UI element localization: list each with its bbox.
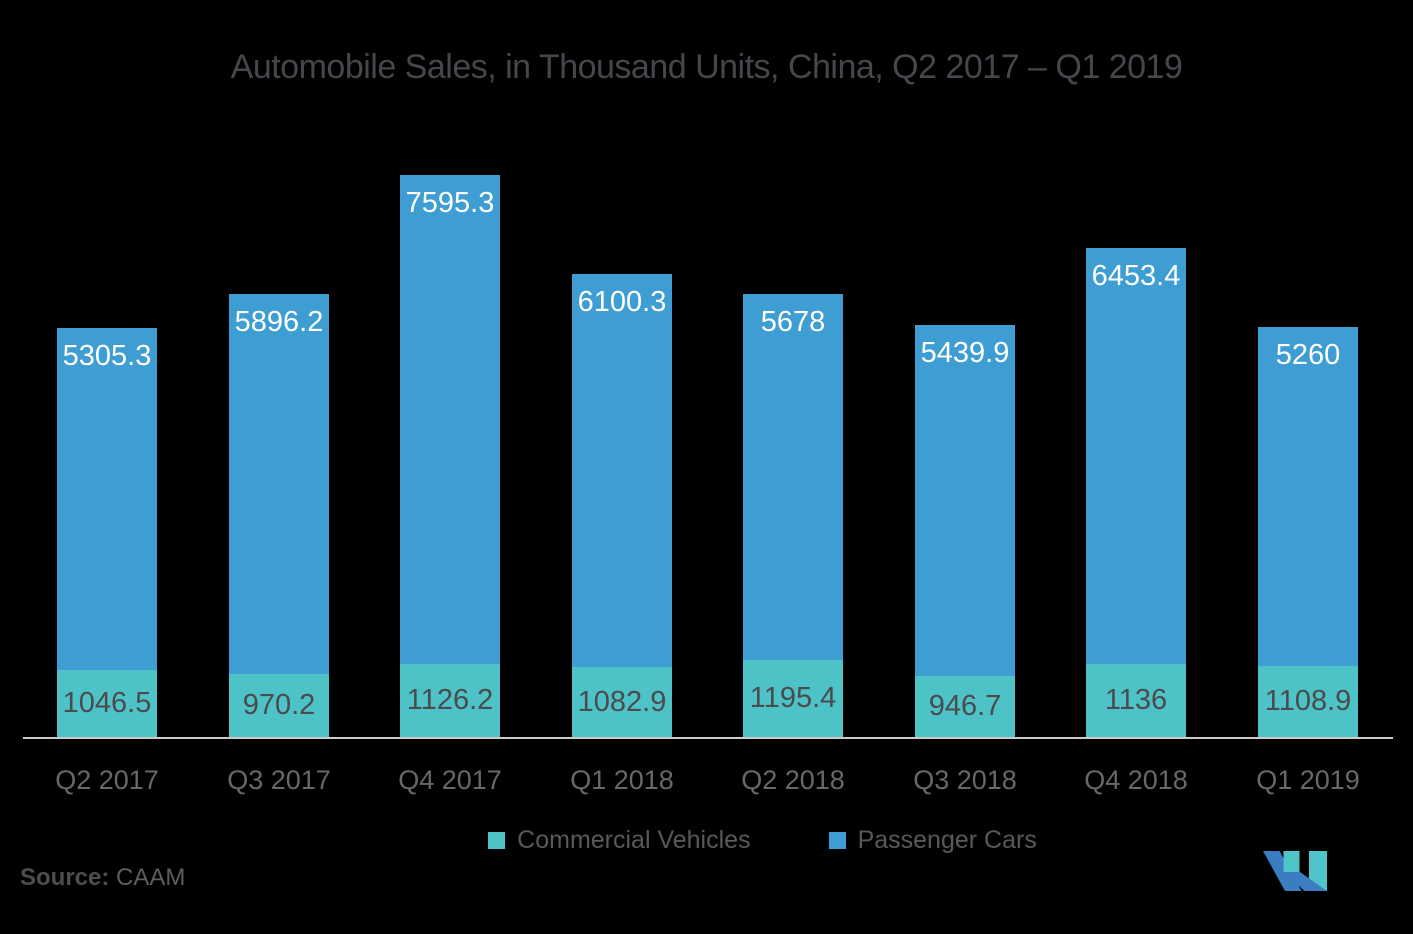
commercial-vehicles-value-label: 970.2 [242,689,316,721]
source-label: Source: [20,864,110,891]
passenger-cars-swatch-icon [828,832,846,849]
legend-label: Passenger Cars [857,826,1037,854]
commercial-vehicles-value-label: 1126.2 [406,684,494,716]
bar-group: 7595.3 1126.2 [400,175,500,737]
passenger-cars-bar-segment: 5896.2 [229,294,329,674]
passenger-cars-bar-segment: 6453.4 [1086,248,1186,664]
commercial-vehicles-bar-segment: 1136 [1086,664,1186,737]
passenger-cars-value-label: 6100.3 [577,286,667,318]
chart-title: Automobile Sales, in Thousand Units, Chi… [230,48,1183,86]
x-axis-label: Q4 2018 [1084,765,1188,795]
legend-item-commercial-vehicles: Commercial Vehicles [488,826,751,855]
commercial-vehicles-bar-segment: 946.7 [915,676,1015,737]
legend-label: Commercial Vehicles [517,826,751,854]
bar-group: 5260 1108.9 [1258,327,1358,737]
passenger-cars-value-label: 6453.4 [1091,260,1181,292]
passenger-cars-value-label: 5678 [760,306,826,338]
source-note: Source: CAAM [20,864,185,892]
bar-group: 5896.2 970.2 [229,294,329,737]
passenger-cars-value-label: 5305.3 [62,340,152,372]
passenger-cars-bar-segment: 6100.3 [572,274,672,667]
mordor-intelligence-logo [1263,851,1327,891]
passenger-cars-bar-segment: 5678 [743,294,843,660]
commercial-vehicles-bar-segment: 1046.5 [57,670,157,737]
commercial-vehicles-swatch-icon [488,832,506,849]
x-axis-label: Q2 2017 [55,765,159,795]
commercial-vehicles-value-label: 1108.9 [1264,685,1352,717]
commercial-vehicles-bar-segment: 1195.4 [743,660,843,737]
x-axis-label: Q4 2017 [398,765,502,795]
legend: Commercial Vehicles Passenger Cars [56,826,1413,855]
x-axis-label: Q2 2018 [741,765,845,795]
commercial-vehicles-value-label: 1082.9 [577,685,667,718]
commercial-vehicles-value-label: 1136 [1104,684,1168,716]
commercial-vehicles-value-label: 1195.4 [749,682,837,714]
source-value: CAAM [116,864,186,891]
x-axis-line [23,737,1393,739]
x-axis-label: Q1 2019 [1256,765,1360,795]
commercial-vehicles-value-label: 1046.5 [62,687,152,719]
passenger-cars-bar-segment: 5260 [1258,327,1358,666]
passenger-cars-bar-segment: 5439.9 [915,325,1015,676]
bar-group: 6100.3 1082.9 [572,274,672,737]
passenger-cars-value-label: 5439.9 [920,337,1010,369]
passenger-cars-value-label: 5260 [1275,339,1341,371]
x-axis-label: Q1 2018 [570,765,674,795]
bar-group: 5305.3 1046.5 [57,328,157,737]
commercial-vehicles-bar-segment: 1126.2 [400,664,500,737]
commercial-vehicles-value-label: 946.7 [928,690,1002,722]
commercial-vehicles-bar-segment: 1082.9 [572,667,672,737]
passenger-cars-bar-segment: 5305.3 [57,328,157,670]
bar-group: 5678 1195.4 [743,294,843,737]
bar-group: 5439.9 946.7 [915,325,1015,737]
x-axis-label: Q3 2017 [227,765,331,795]
bar-group: 6453.4 1136 [1086,248,1186,737]
passenger-cars-value-label: 5896.2 [234,306,324,338]
passenger-cars-bar-segment: 7595.3 [400,175,500,664]
legend-item-passenger-cars: Passenger Cars [828,826,1037,855]
commercial-vehicles-bar-segment: 1108.9 [1258,666,1358,737]
x-axis-label: Q3 2018 [913,765,1017,795]
passenger-cars-value-label: 7595.3 [405,187,495,219]
commercial-vehicles-bar-segment: 970.2 [229,674,329,737]
